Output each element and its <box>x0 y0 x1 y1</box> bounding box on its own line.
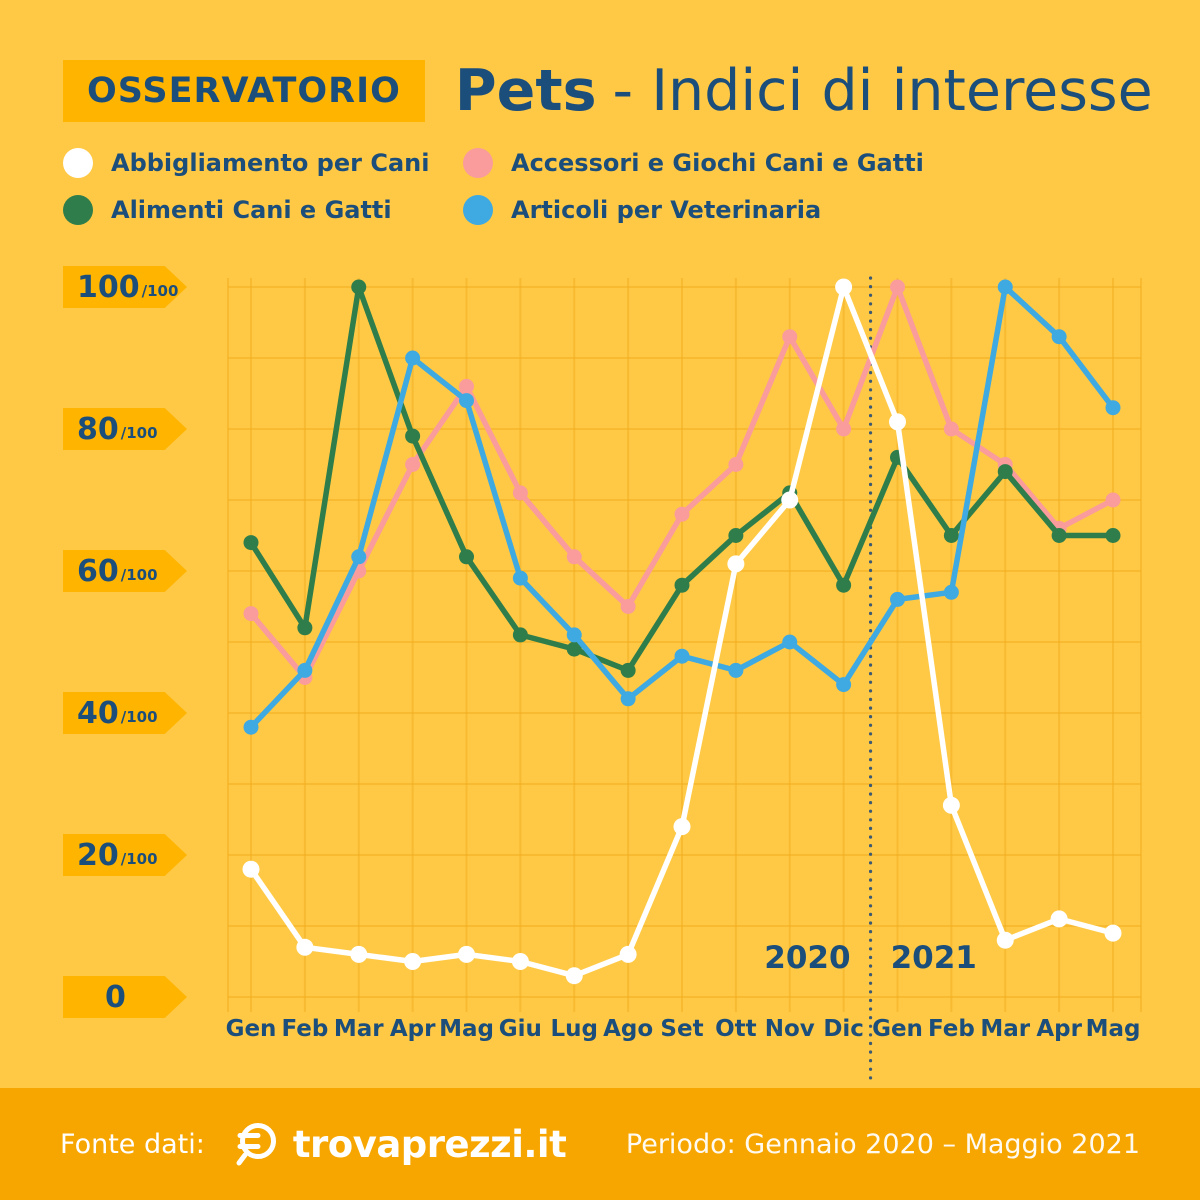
legend-item-accessori: Accessori e Giochi Cani e Gatti <box>463 148 924 178</box>
legend-item-abbigliamento: Abbigliamento per Cani <box>63 148 463 178</box>
data-point <box>350 945 368 963</box>
data-point <box>835 278 853 296</box>
data-point <box>943 421 959 437</box>
data-point <box>673 818 691 836</box>
data-point <box>243 535 259 551</box>
data-point <box>674 506 690 522</box>
legend-label: Alimenti Cani e Gatti <box>111 196 392 224</box>
data-point <box>243 606 259 622</box>
year-label-2021: 2021 <box>890 940 977 976</box>
data-point <box>620 691 636 707</box>
data-point <box>351 279 367 295</box>
data-point <box>620 599 636 614</box>
data-point <box>1051 528 1067 543</box>
data-point <box>405 457 421 472</box>
title-subtitle: - Indici di interesse <box>612 58 1153 124</box>
data-point <box>405 428 421 444</box>
data-point <box>512 485 528 501</box>
data-point <box>512 627 528 643</box>
data-point <box>242 860 260 878</box>
data-point <box>565 967 583 985</box>
year-label-2020: 2020 <box>764 940 851 976</box>
data-point <box>459 378 474 394</box>
data-point <box>243 719 259 735</box>
data-point <box>619 945 637 963</box>
legend-label: Accessori e Giochi Cani e Gatti <box>511 149 924 177</box>
data-point <box>836 677 852 693</box>
data-point <box>405 350 421 366</box>
logo-text: trovaprezzi.it <box>292 1122 567 1166</box>
data-point <box>351 549 367 565</box>
data-point <box>997 464 1013 480</box>
title-keyword: Pets <box>454 58 597 124</box>
data-point <box>997 279 1013 295</box>
data-point <box>459 393 474 409</box>
data-point <box>942 796 960 814</box>
legend-label: Abbigliamento per Cani <box>111 149 430 177</box>
data-point <box>1105 400 1121 416</box>
data-point <box>890 279 905 295</box>
data-point <box>511 953 529 970</box>
data-point <box>996 931 1014 949</box>
data-point <box>943 584 959 600</box>
observatory-badge: OSSERVATORIO <box>63 60 425 122</box>
legend-dot-abbigliamento <box>63 148 93 178</box>
data-point <box>296 938 314 956</box>
period-label: Periodo: Gennaio 2020 – Maggio 2021 <box>625 1128 1140 1160</box>
legend-item-veterinaria: Articoli per Veterinaria <box>463 195 924 225</box>
data-point <box>297 662 313 678</box>
data-point <box>1105 492 1121 508</box>
data-point <box>512 570 528 586</box>
data-point <box>781 491 799 509</box>
data-point <box>1105 528 1121 543</box>
data-point <box>728 457 744 472</box>
header: OSSERVATORIO Pets - Indici di interesse <box>63 58 1153 124</box>
data-point <box>728 662 744 678</box>
legend-dot-veterinaria <box>463 195 493 225</box>
data-point <box>1050 910 1068 928</box>
data-point <box>943 528 959 543</box>
trovaprezzi-logo-icon <box>236 1123 276 1166</box>
source-label: Fonte dati: <box>60 1128 205 1160</box>
data-point <box>836 577 852 593</box>
data-point <box>728 528 744 543</box>
data-point <box>566 641 582 657</box>
data-point <box>566 627 582 643</box>
data-point <box>674 577 690 593</box>
data-point <box>727 555 745 573</box>
legend-dot-alimenti <box>63 195 93 225</box>
data-point <box>890 591 905 607</box>
data-point <box>836 421 852 437</box>
data-point <box>459 549 474 565</box>
data-point <box>674 648 690 664</box>
data-point <box>404 953 422 970</box>
data-point <box>782 634 798 650</box>
data-point <box>782 329 798 345</box>
legend-item-alimenti: Alimenti Cani e Gatti <box>63 195 463 225</box>
data-point <box>1104 924 1122 942</box>
legend-label: Articoli per Veterinaria <box>511 196 822 224</box>
legend-dot-accessori <box>463 148 493 178</box>
page-title: Pets - Indici di interesse <box>455 58 1153 124</box>
data-point <box>620 662 636 678</box>
data-point <box>566 549 582 565</box>
legend: Abbigliamento per Cani Accessori e Gioch… <box>63 148 924 225</box>
data-point <box>458 945 475 963</box>
data-point <box>1051 329 1067 345</box>
trovaprezzi-logo: trovaprezzi.it <box>231 1119 567 1169</box>
footer: Fonte dati: trovaprezzi.it Periodo: Genn… <box>0 1088 1200 1200</box>
data-point <box>297 620 313 636</box>
data-point <box>889 413 906 431</box>
